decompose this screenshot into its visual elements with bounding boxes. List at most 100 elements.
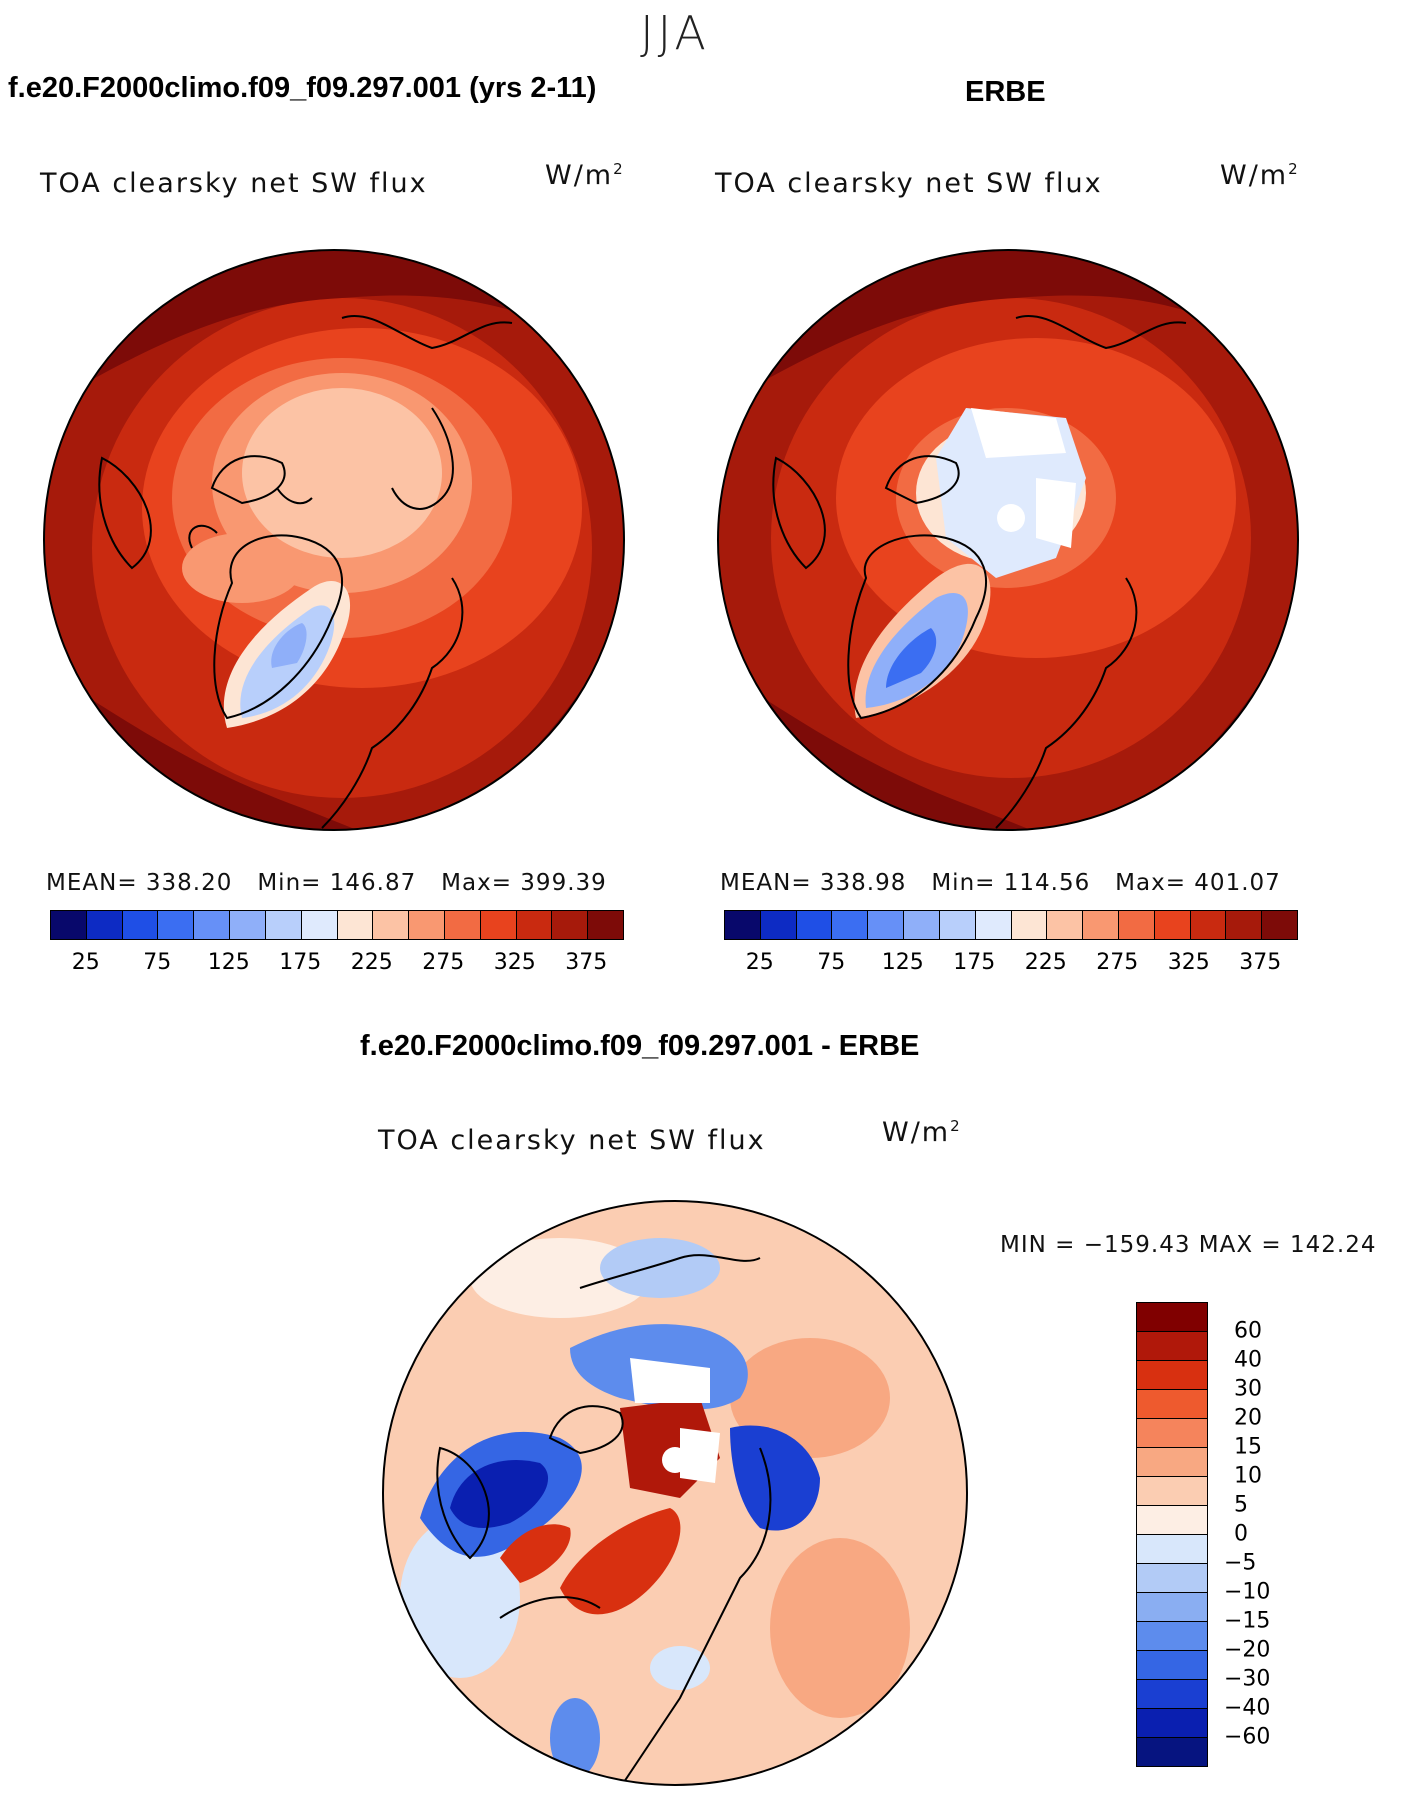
- model-colorbar-segment: [516, 911, 553, 939]
- diff-colorbar-tick: −60: [1224, 1724, 1271, 1750]
- diff-colorbar-ticks: 60 40 30 20 15 10 5 0 −5 −10 −15 −20 −30 −40 −60: [1224, 1302, 1304, 1752]
- diff-colorbar-segment: [1137, 1680, 1207, 1709]
- obs-colorbar-tick: 325: [1167, 950, 1210, 975]
- diff-units: W/m2: [882, 1117, 962, 1148]
- obs-colorbar-segment: [1262, 911, 1297, 939]
- diff-colorbar-segment: [1137, 1390, 1207, 1419]
- diff-colorbar-tick: 0: [1234, 1521, 1248, 1547]
- obs-stats: MEAN= 338.98 Min= 114.56 Max= 401.07: [720, 870, 1281, 896]
- diff-colorbar-segment: [1137, 1506, 1207, 1535]
- diff-colorbar: [1136, 1302, 1208, 1767]
- obs-colorbar-segment: [760, 911, 797, 939]
- diff-var-title: TOA clearsky net SW flux: [378, 1125, 766, 1156]
- model-stats: MEAN= 338.20 Min= 146.87 Max= 399.39: [46, 870, 607, 896]
- model-colorbar-segment: [337, 911, 374, 939]
- obs-colorbar-segment: [725, 911, 761, 939]
- season-title: JJA: [640, 6, 710, 60]
- diff-colorbar-segment: [1137, 1593, 1207, 1622]
- model-colorbar-segment: [122, 911, 159, 939]
- obs-colorbar-segment: [832, 911, 869, 939]
- obs-colorbar: [724, 910, 1298, 940]
- obs-colorbar-segment: [975, 911, 1012, 939]
- model-colorbar-segment: [373, 911, 410, 939]
- obs-colorbar-segment: [1226, 911, 1263, 939]
- diff-colorbar-segment: [1137, 1564, 1207, 1593]
- diff-colorbar-tick: −30: [1224, 1666, 1271, 1692]
- diff-polar-map: [382, 1200, 968, 1786]
- model-colorbar-ticks: 25 75 125 175 225 275 325 375: [50, 950, 622, 980]
- diff-colorbar-segment: [1137, 1419, 1207, 1448]
- model-colorbar-segment: [480, 911, 517, 939]
- model-colorbar-segment: [409, 911, 445, 939]
- model-colorbar-tick: 175: [279, 950, 322, 975]
- model-colorbar-segment: [265, 911, 302, 939]
- diff-minmax: MIN = −159.43 MAX = 142.24: [1000, 1232, 1377, 1258]
- model-colorbar-tick: 75: [143, 950, 172, 975]
- obs-colorbar-ticks: 25 75 125 175 225 275 325 375: [724, 950, 1296, 980]
- diff-case-title: f.e20.F2000climo.f09_f09.297.001 - ERBE: [360, 1030, 920, 1062]
- diff-colorbar-tick: −40: [1224, 1695, 1271, 1721]
- diff-colorbar-tick: 30: [1234, 1376, 1262, 1402]
- obs-var-title: TOA clearsky net SW flux: [715, 168, 1103, 199]
- obs-colorbar-tick: 375: [1239, 950, 1282, 975]
- model-colorbar-segment: [86, 911, 123, 939]
- model-colorbar-tick: 275: [422, 950, 465, 975]
- obs-case-title: ERBE: [965, 76, 1046, 108]
- diff-colorbar-segment: [1137, 1448, 1207, 1477]
- obs-polar-map: [717, 249, 1299, 831]
- diff-colorbar-segment: [1137, 1651, 1207, 1680]
- diff-colorbar-tick: 20: [1234, 1405, 1262, 1431]
- obs-colorbar-segment: [868, 911, 905, 939]
- diff-colorbar-segment: [1137, 1622, 1207, 1651]
- diff-colorbar-segment: [1137, 1332, 1207, 1361]
- obs-colorbar-tick: 75: [817, 950, 846, 975]
- obs-colorbar-segment: [796, 911, 833, 939]
- diff-colorbar-tick: 60: [1234, 1318, 1262, 1344]
- diff-colorbar-segment: [1137, 1477, 1207, 1506]
- model-colorbar-tick: 25: [71, 950, 100, 975]
- diff-colorbar-tick: −5: [1224, 1550, 1257, 1576]
- model-colorbar-segment: [158, 911, 195, 939]
- diff-colorbar-tick: 40: [1234, 1347, 1262, 1373]
- model-colorbar: [50, 910, 624, 940]
- model-var-title: TOA clearsky net SW flux: [40, 168, 428, 199]
- obs-colorbar-tick: 125: [881, 950, 924, 975]
- model-colorbar-segment: [588, 911, 623, 939]
- model-colorbar-tick: 225: [350, 950, 393, 975]
- obs-colorbar-segment: [904, 911, 940, 939]
- model-colorbar-tick: 125: [207, 950, 250, 975]
- model-colorbar-segment: [301, 911, 338, 939]
- obs-units: W/m2: [1220, 160, 1300, 191]
- diff-colorbar-tick: 5: [1234, 1492, 1248, 1518]
- model-case-title: f.e20.F2000climo.f09_f09.297.001 (yrs 2-…: [8, 72, 597, 104]
- model-colorbar-segment: [230, 911, 266, 939]
- diff-colorbar-segment: [1137, 1535, 1207, 1564]
- diff-colorbar-tick: 10: [1234, 1463, 1262, 1489]
- model-colorbar-segment: [444, 911, 481, 939]
- model-colorbar-tick: 375: [565, 950, 608, 975]
- obs-colorbar-segment: [1154, 911, 1191, 939]
- diff-colorbar-tick: −10: [1224, 1579, 1271, 1605]
- diff-colorbar-tick: 15: [1234, 1434, 1262, 1460]
- obs-colorbar-segment: [1190, 911, 1227, 939]
- obs-colorbar-segment: [1118, 911, 1155, 939]
- obs-colorbar-tick: 275: [1096, 950, 1139, 975]
- obs-colorbar-segment: [1083, 911, 1119, 939]
- model-polar-map: [43, 249, 625, 831]
- model-units: W/m2: [545, 160, 625, 191]
- obs-colorbar-tick: 175: [953, 950, 996, 975]
- diff-colorbar-segment: [1137, 1361, 1207, 1390]
- obs-colorbar-segment: [1047, 911, 1084, 939]
- obs-colorbar-tick: 25: [745, 950, 774, 975]
- model-colorbar-segment: [194, 911, 231, 939]
- obs-colorbar-segment: [939, 911, 976, 939]
- diff-colorbar-tick: −15: [1224, 1608, 1271, 1634]
- diff-colorbar-segment: [1137, 1709, 1207, 1738]
- model-colorbar-segment: [51, 911, 87, 939]
- diff-colorbar-segment: [1137, 1303, 1207, 1332]
- model-colorbar-tick: 325: [493, 950, 536, 975]
- diff-colorbar-tick: −20: [1224, 1637, 1271, 1663]
- model-colorbar-segment: [552, 911, 589, 939]
- obs-colorbar-segment: [1011, 911, 1048, 939]
- obs-colorbar-tick: 225: [1024, 950, 1067, 975]
